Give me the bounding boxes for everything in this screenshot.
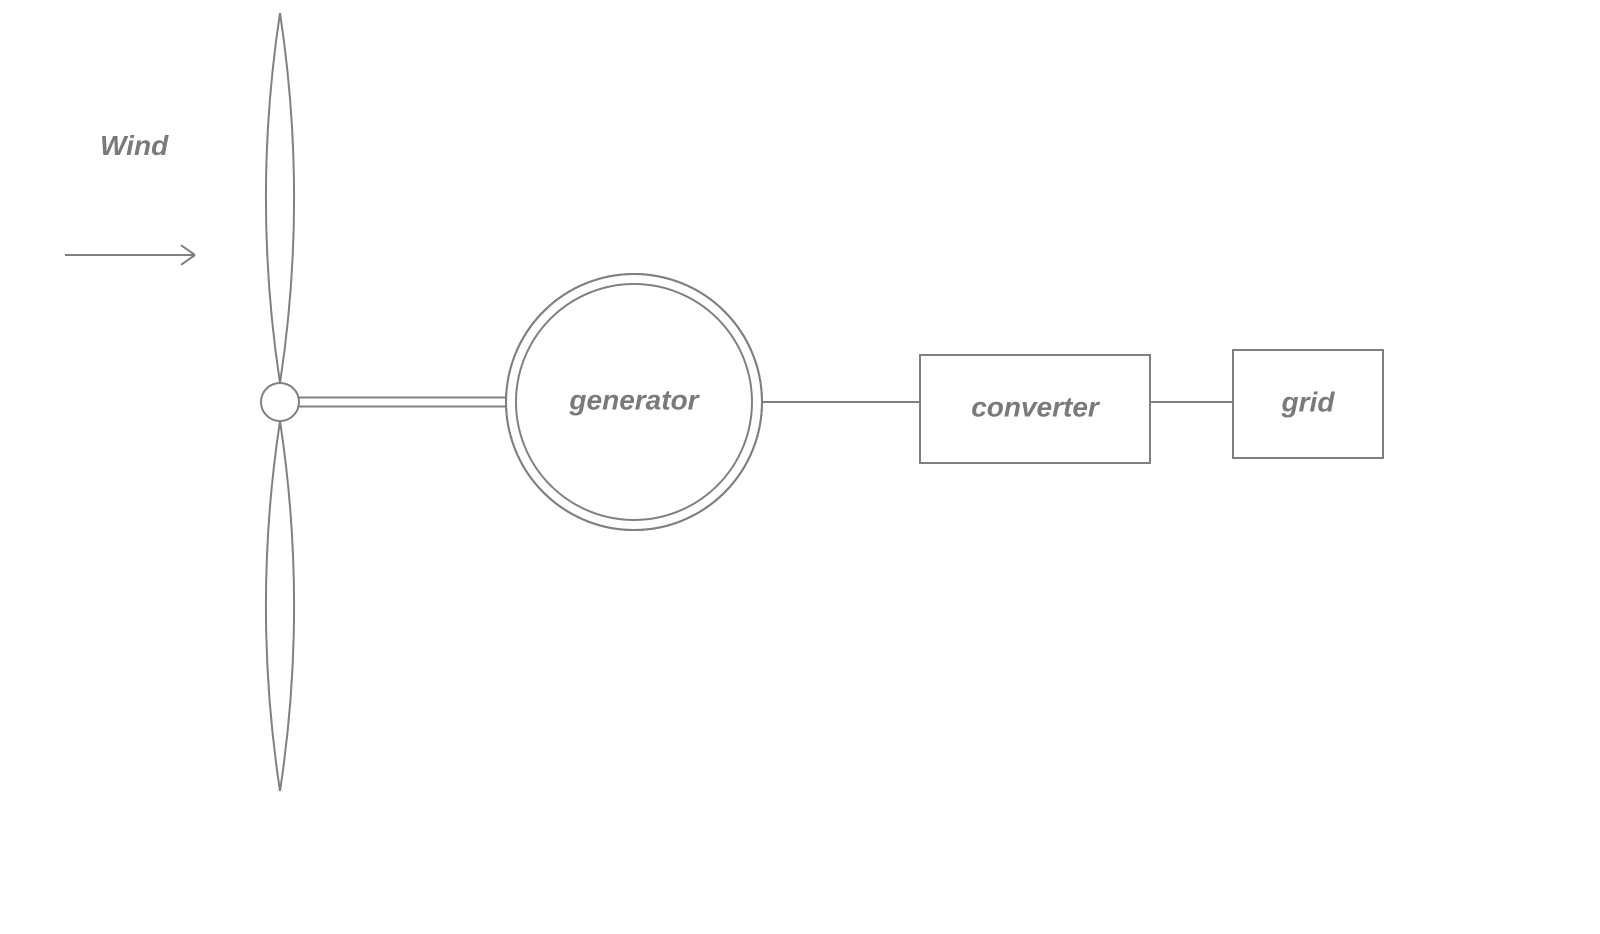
turbine-shaft (299, 398, 506, 407)
generator-node: generator (506, 274, 762, 530)
grid-label: grid (1281, 386, 1336, 417)
generator-label: generator (568, 384, 700, 415)
wind-arrow-icon (65, 245, 195, 265)
converter-label: converter (971, 391, 1101, 422)
wind-turbine-icon (261, 13, 299, 791)
wind-label: Wind (100, 130, 169, 161)
grid-node: grid (1233, 350, 1383, 458)
wind-power-flowchart: Wind generator converter grid (0, 0, 1600, 934)
converter-node: converter (920, 355, 1150, 463)
